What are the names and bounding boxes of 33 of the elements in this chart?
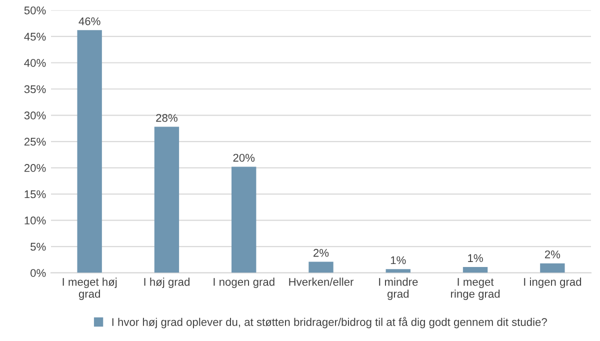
y-tick-label: 5% [30,242,46,251]
data-label: 46% [78,17,100,26]
y-tick-label: 45% [24,32,46,41]
data-label: 2% [544,250,560,258]
x-tick-label: I nogen grad [214,278,274,288]
y-tick-label: 30% [24,112,46,120]
x-tick-label: I mindre grad [379,278,418,300]
y-tick-label: 35% [24,85,46,94]
y-tick-label: 25% [24,138,46,146]
bar [540,263,565,273]
data-label: 28% [156,114,178,122]
y-tick-label: 20% [24,164,46,172]
legend-label: I hvor høj grad oplever du, at støtten bridrager/bidrog til at få dig godt gennem dit studie? [112,316,547,328]
x-tick-label: I meget ringe grad [451,278,500,300]
bar [154,126,180,273]
y-tick-label: 10% [24,216,46,224]
data-label: 1% [390,256,406,264]
data-label: 1% [468,254,483,262]
bar [77,30,102,273]
bar [386,269,410,273]
bar [462,267,488,273]
bar [308,262,334,273]
bar [232,166,256,273]
x-tick-label: I høj grad [144,278,190,288]
x-tick-label: I meget høj grad [62,278,117,300]
y-tick-label: 40% [24,59,46,67]
x-tick-label: I ingen grad [524,278,582,288]
y-tick-label: 50% [24,6,46,14]
data-label: 2% [314,248,329,257]
x-tick-label: Hverken/eller [289,278,354,286]
y-tick-label: 0% [30,269,46,277]
data-label: 20% [233,154,255,162]
y-tick-label: 15% [24,190,46,198]
